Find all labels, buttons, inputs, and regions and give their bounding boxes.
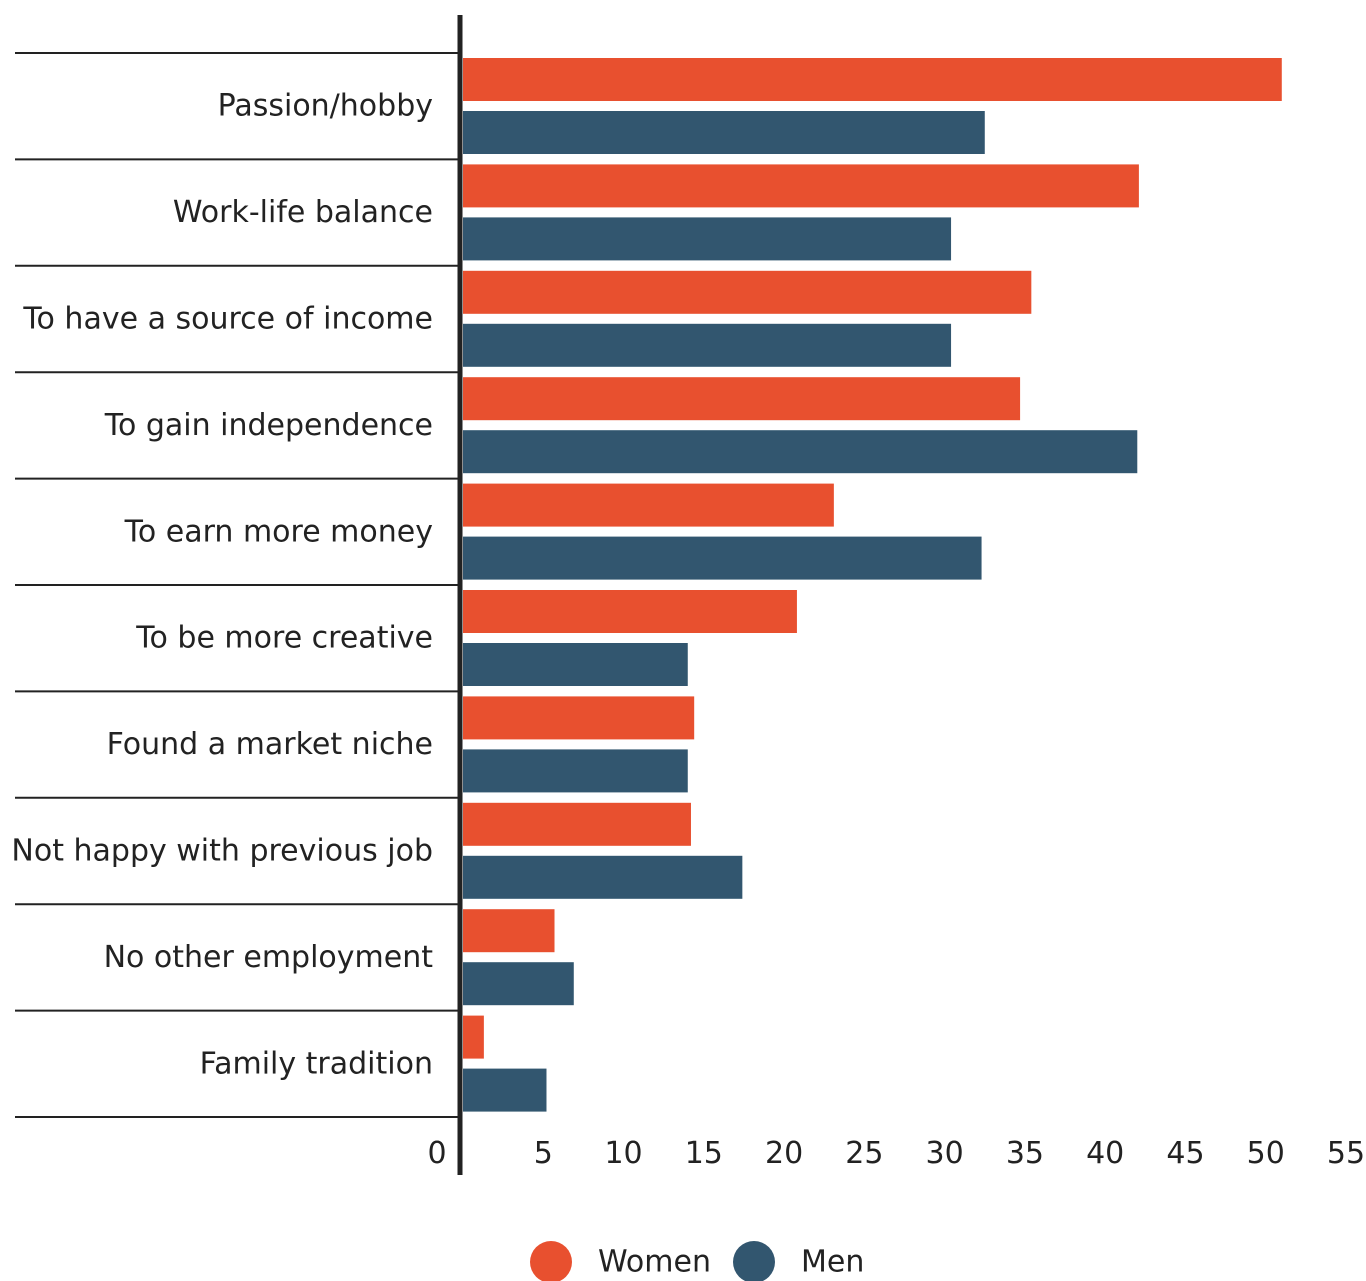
x-tick-label: 30 (926, 1136, 964, 1171)
category-separators (15, 52, 460, 1118)
x-tick-label: 55 (1327, 1136, 1365, 1171)
category-label: Not happy with previous job (11, 834, 433, 869)
bar-women (463, 802, 691, 846)
bar-men (463, 323, 952, 367)
category-labels: Passion/hobby Work-life balance To have a … (11, 89, 433, 1082)
bars (463, 58, 1282, 1112)
bar-men (463, 962, 574, 1006)
category-label: To be more creative (135, 621, 433, 656)
bar-women (463, 1015, 484, 1059)
bar-women (463, 696, 695, 740)
x-tick-labels: 0 5 10 15 20 25 30 35 40 45 50 55 (427, 1136, 1365, 1171)
x-tick-label: 5 (534, 1136, 553, 1171)
legend-swatch-men (733, 1241, 775, 1281)
category-label: Family tradition (200, 1046, 433, 1081)
x-tick-label: 20 (765, 1136, 803, 1171)
category-label: To have a source of income (22, 302, 433, 337)
bar-men (463, 749, 688, 793)
legend-label-women: Women (598, 1245, 711, 1280)
bar-men (463, 1068, 547, 1112)
category-label: Work-life balance (173, 195, 433, 230)
category-label: To gain independence (104, 408, 433, 443)
x-tick-label: 0 (427, 1136, 446, 1171)
legend: Women Men (530, 1241, 864, 1281)
x-tick-label: 50 (1247, 1136, 1285, 1171)
x-tick-label: 15 (685, 1136, 723, 1171)
x-tick-label: 45 (1166, 1136, 1204, 1171)
bar-men (463, 855, 743, 899)
x-tick-label: 25 (845, 1136, 883, 1171)
bar-women (463, 590, 797, 633)
bar-men (463, 217, 952, 261)
category-label: No other employment (104, 940, 434, 975)
category-label: To earn more money (124, 514, 433, 549)
legend-label-men: Men (801, 1245, 864, 1280)
bar-men (463, 643, 688, 686)
bar-women (463, 909, 555, 953)
bar-men (463, 430, 1138, 474)
x-tick-label: 10 (604, 1136, 642, 1171)
bar-men (463, 111, 985, 154)
x-tick-label: 35 (1006, 1136, 1044, 1171)
bar-men (463, 536, 982, 580)
bar-women (463, 270, 1032, 314)
category-label: Found a market niche (107, 727, 433, 762)
bar-women (463, 164, 1139, 208)
legend-swatch-women (530, 1241, 572, 1281)
bar-women (463, 377, 1021, 421)
x-tick-label: 40 (1086, 1136, 1124, 1171)
category-label: Passion/hobby (218, 89, 433, 124)
bar-women (463, 483, 834, 527)
bar-women (463, 58, 1282, 101)
